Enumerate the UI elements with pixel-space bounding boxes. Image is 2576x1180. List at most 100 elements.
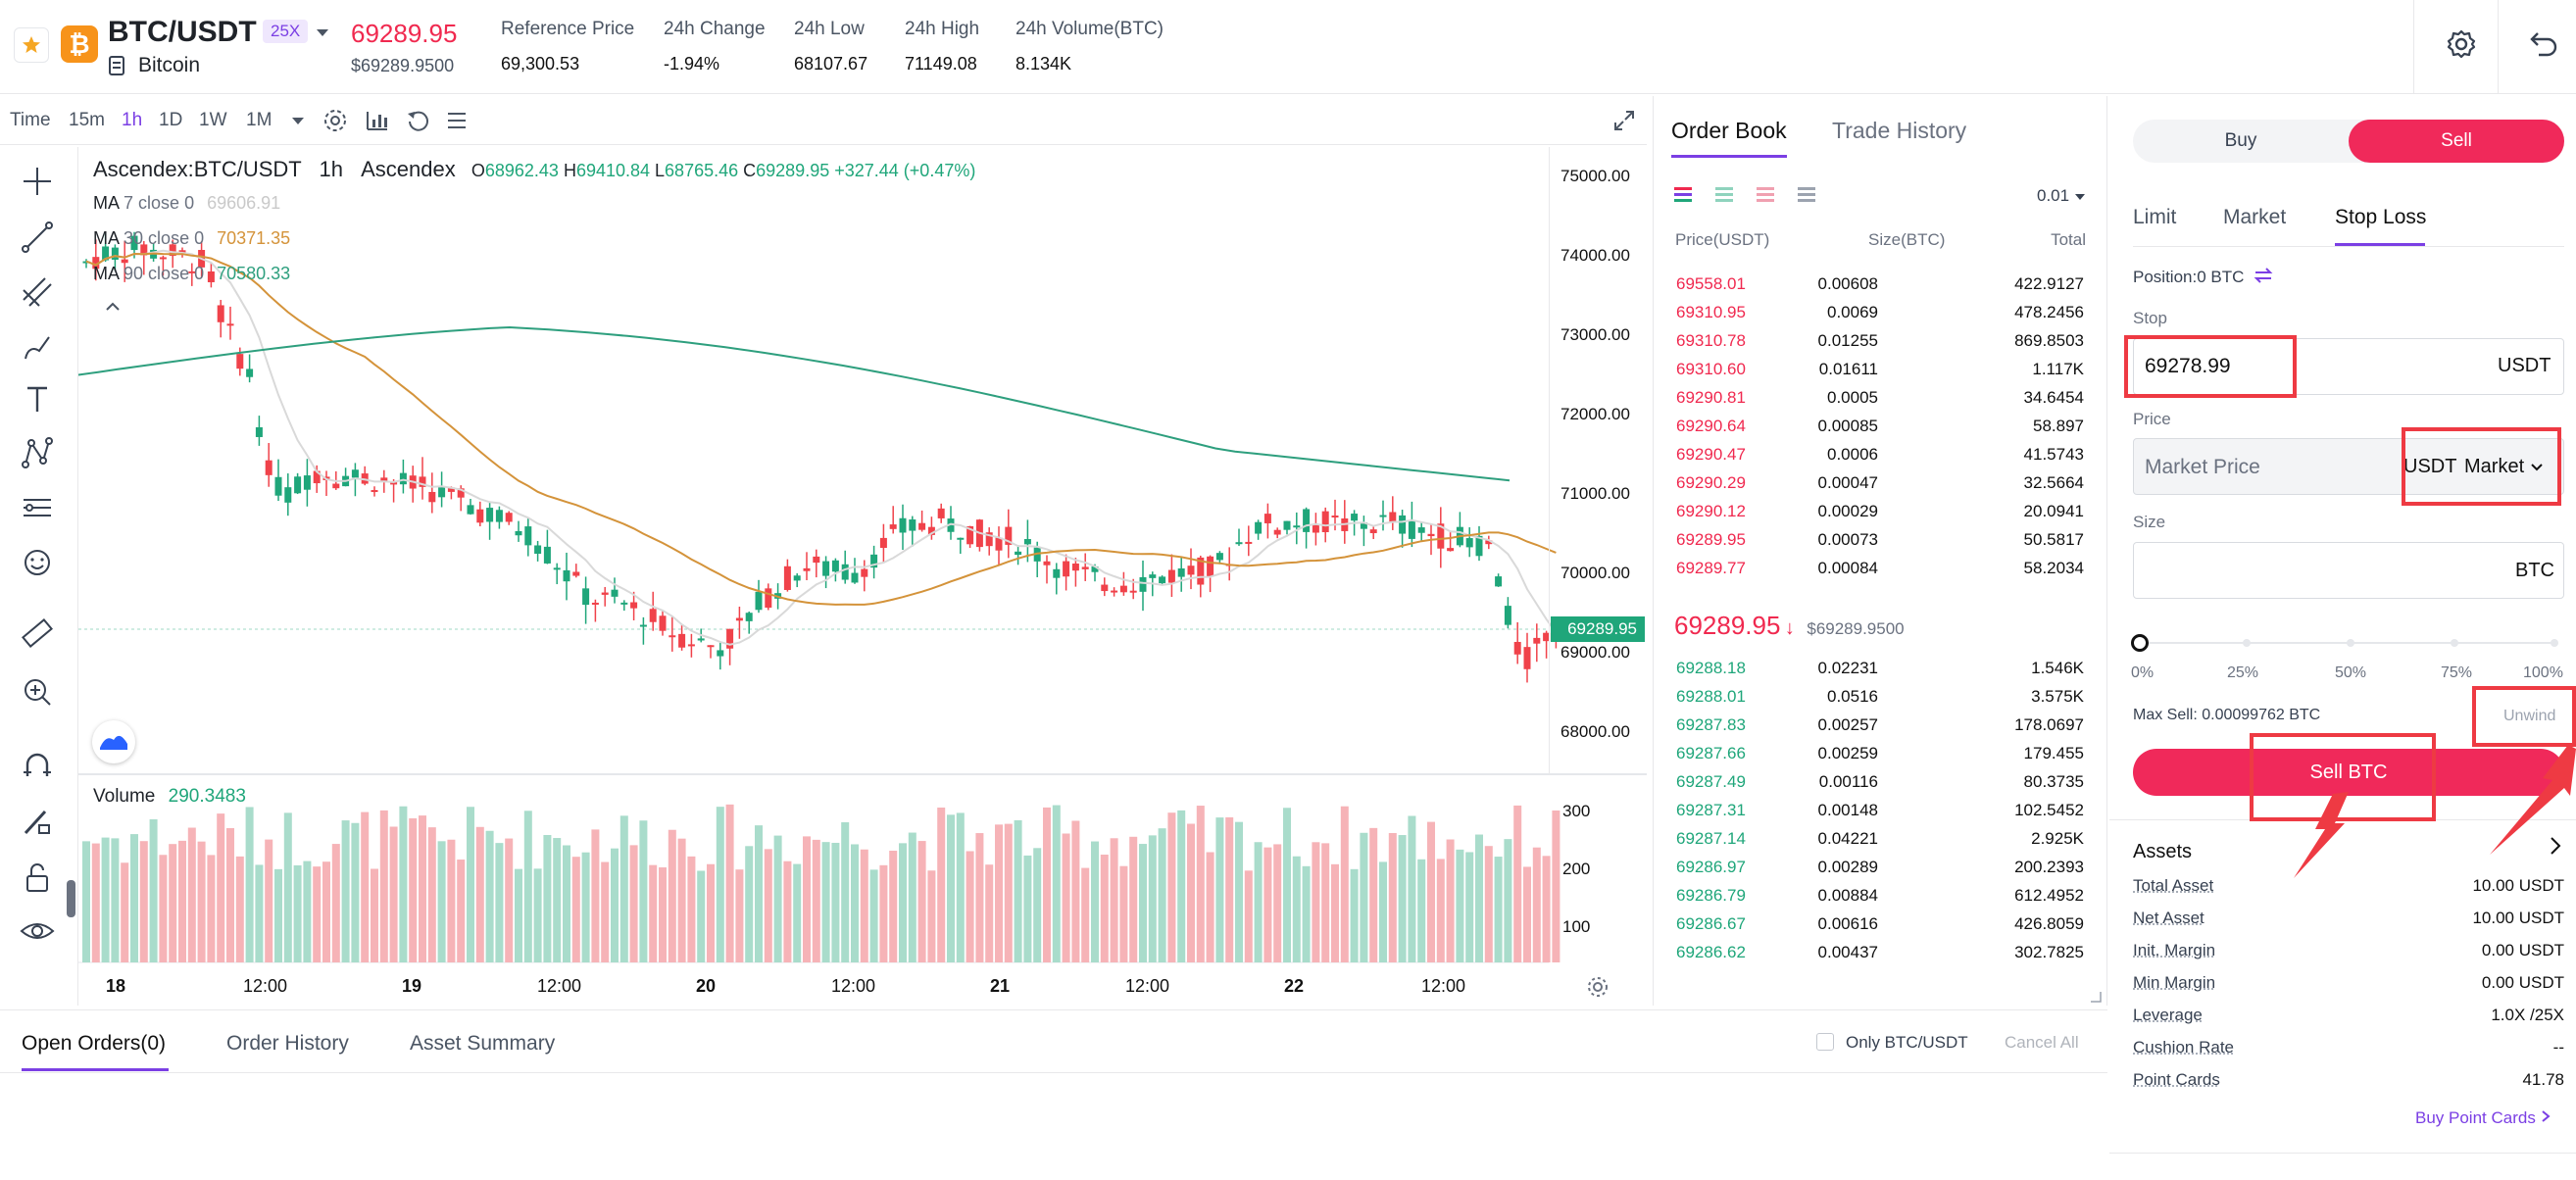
swap-arrows-icon[interactable] <box>2253 265 2274 291</box>
bid-row[interactable]: 69287.31 0.00148 102.5452 <box>1666 797 2088 825</box>
ask-row[interactable]: 69290.81 0.0005 34.6454 <box>1666 384 2088 413</box>
size-slider-handle[interactable] <box>2131 634 2149 652</box>
prediction-tool-icon[interactable] <box>18 488 57 527</box>
interval-time[interactable]: Time <box>10 110 51 130</box>
tab-trade-history[interactable]: Trade History <box>1832 118 1967 143</box>
buy-point-cards-link[interactable]: Buy Point Cards <box>2415 1108 2551 1128</box>
slider-mark-25[interactable]: 25% <box>2227 664 2259 681</box>
asset-key[interactable]: Net Asset <box>2133 909 2204 927</box>
ask-row[interactable]: 69558.01 0.00608 422.9127 <box>1666 270 2088 299</box>
ma-legend-row[interactable]: MA 90 close 0 70580.33 <box>93 264 290 284</box>
ask-row[interactable]: 69310.60 0.01611 1.117K <box>1666 356 2088 384</box>
pair-title[interactable]: BTC/USDT <box>108 16 257 48</box>
document-icon[interactable] <box>108 56 125 75</box>
interval-dropdown-icon[interactable] <box>290 114 306 132</box>
pair-dropdown-icon[interactable] <box>314 24 331 41</box>
collapse-legend-icon[interactable] <box>104 300 122 319</box>
tab-asset-summary[interactable]: Asset Summary <box>410 1032 556 1055</box>
ma-legend-row[interactable]: MA 30 close 0 70371.35 <box>93 228 290 249</box>
unwind-link[interactable]: Unwind <box>2503 708 2556 724</box>
only-pair-checkbox[interactable] <box>1816 1033 1834 1051</box>
ma-legend-row[interactable]: MA 7 close 0 69606.91 <box>93 193 280 214</box>
unlock-icon[interactable] <box>18 859 57 898</box>
slider-mark-100[interactable]: 100% <box>2523 664 2563 681</box>
assets-expand-chevron-icon[interactable] <box>2549 835 2562 861</box>
pencil-lock-icon[interactable] <box>18 802 57 841</box>
precision-dropdown[interactable]: 0.01 <box>2037 186 2086 206</box>
text-tool-icon[interactable] <box>18 380 57 419</box>
tab-order-book[interactable]: Order Book <box>1671 118 1787 143</box>
tab-order-history[interactable]: Order History <box>226 1032 349 1055</box>
only-pair-label[interactable]: Only BTC/USDT <box>1846 1033 1968 1052</box>
order-type-market[interactable]: Market <box>2223 206 2287 228</box>
chart-settings-icon[interactable] <box>322 108 348 138</box>
settings-gear-icon[interactable] <box>2445 27 2478 61</box>
sidebar-scroll-handle[interactable] <box>67 880 75 917</box>
sell-btc-button[interactable]: Sell BTC <box>2133 749 2564 796</box>
ask-row[interactable]: 69290.47 0.0006 41.5743 <box>1666 441 2088 469</box>
bid-row[interactable]: 69287.66 0.00259 179.455 <box>1666 740 2088 768</box>
size-input[interactable] <box>2133 542 2564 599</box>
sell-tab-button[interactable]: Sell <box>2349 120 2564 163</box>
ask-row[interactable]: 69290.12 0.00029 20.0941 <box>1666 498 2088 526</box>
crosshair-icon[interactable] <box>18 162 57 201</box>
ask-row[interactable]: 69289.77 0.00084 58.2034 <box>1666 555 2088 583</box>
asset-key[interactable]: Cushion Rate <box>2133 1038 2235 1057</box>
bid-row[interactable]: 69286.67 0.00616 426.8059 <box>1666 910 2088 939</box>
asset-key[interactable]: Total Asset <box>2133 876 2214 895</box>
asset-key[interactable]: Init. Margin <box>2133 941 2216 959</box>
zoom-in-icon[interactable] <box>18 672 57 712</box>
interval-1m[interactable]: 1M <box>246 110 272 130</box>
price-axis[interactable] <box>1549 147 1647 774</box>
slider-mark-50[interactable]: 50% <box>2335 664 2367 681</box>
favorite-star-icon[interactable] <box>14 27 49 63</box>
bid-row[interactable]: 69286.97 0.00289 200.2393 <box>1666 854 2088 882</box>
asset-key[interactable]: Leverage <box>2133 1006 2203 1024</box>
asset-key[interactable]: Point Cards <box>2133 1070 2220 1089</box>
price-input[interactable] <box>2133 438 2564 495</box>
pattern-tool-icon[interactable] <box>18 433 57 472</box>
ask-row[interactable]: 69290.64 0.00085 58.897 <box>1666 413 2088 441</box>
ask-row[interactable]: 69310.78 0.01255 869.8503 <box>1666 327 2088 356</box>
buy-tab-button[interactable]: Buy <box>2224 130 2257 151</box>
ask-row[interactable]: 69289.95 0.00073 50.5817 <box>1666 526 2088 555</box>
slider-mark-0[interactable]: 0% <box>2131 664 2155 681</box>
ask-row[interactable]: 69310.95 0.0069 478.2456 <box>1666 299 2088 327</box>
cancel-all-button[interactable]: Cancel All <box>2005 1033 2079 1052</box>
interval-15m[interactable]: 15m <box>69 110 105 130</box>
eye-visibility-icon[interactable] <box>18 911 57 951</box>
stop-input[interactable] <box>2133 338 2564 395</box>
replay-icon[interactable] <box>406 108 431 138</box>
back-return-icon[interactable] <box>2527 27 2560 61</box>
bid-row[interactable]: 69288.01 0.0516 3.575K <box>1666 683 2088 712</box>
bid-row[interactable]: 69287.83 0.00257 178.0697 <box>1666 712 2088 740</box>
price-mode-select[interactable]: Market <box>2464 456 2544 478</box>
bid-row[interactable]: 69286.62 0.00437 302.7825 <box>1666 939 2088 967</box>
interval-1w[interactable]: 1W <box>199 110 227 130</box>
trend-line-icon[interactable] <box>18 218 57 257</box>
fullscreen-icon[interactable] <box>1611 108 1637 138</box>
tradingview-logo-icon[interactable] <box>92 720 135 763</box>
book-view-asks-icon[interactable] <box>1755 184 1776 211</box>
indicators-icon[interactable] <box>365 108 390 138</box>
fib-tool-icon[interactable] <box>18 272 57 312</box>
bid-row[interactable]: 69287.14 0.04221 2.925K <box>1666 825 2088 854</box>
interval-1d[interactable]: 1D <box>159 110 183 130</box>
leverage-badge[interactable]: 25X <box>263 20 309 43</box>
brush-icon[interactable] <box>18 327 57 367</box>
order-type-stop-loss[interactable]: Stop Loss <box>2335 206 2427 228</box>
tab-open-orders[interactable]: Open Orders(0) <box>22 1032 167 1055</box>
order-type-limit[interactable]: Limit <box>2133 206 2177 228</box>
price-chart[interactable] <box>78 147 1647 1006</box>
interval-1h[interactable]: 1h <box>122 110 143 130</box>
bid-row[interactable]: 69286.79 0.00884 612.4952 <box>1666 882 2088 910</box>
book-view-both-icon[interactable] <box>1672 184 1694 211</box>
bid-row[interactable]: 69288.18 0.02231 1.546K <box>1666 655 2088 683</box>
slider-mark-75[interactable]: 75% <box>2441 664 2473 681</box>
book-view-list-icon[interactable] <box>1796 184 1817 211</box>
book-view-bids-icon[interactable] <box>1713 184 1735 211</box>
ask-row[interactable]: 69290.29 0.00047 32.5664 <box>1666 469 2088 498</box>
emoji-icon[interactable] <box>18 543 57 582</box>
magnet-icon[interactable] <box>18 747 57 786</box>
time-axis-settings-icon[interactable] <box>1585 974 1610 1005</box>
